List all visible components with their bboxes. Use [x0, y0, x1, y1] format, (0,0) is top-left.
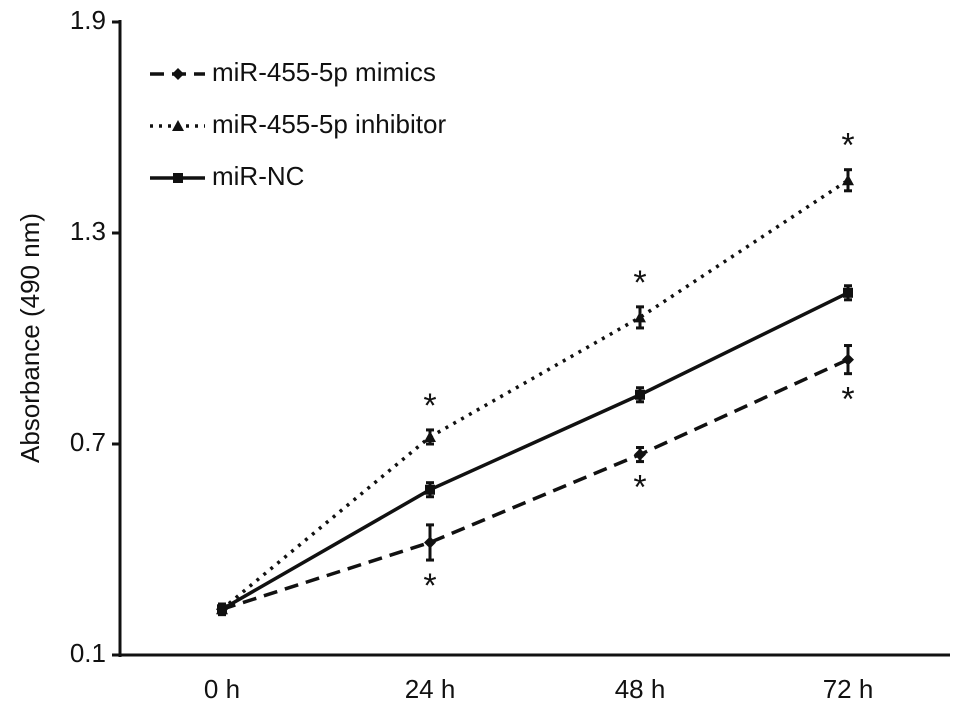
data-point: [842, 174, 854, 186]
x-tick-label: 72 h: [823, 674, 874, 704]
data-point: [635, 389, 645, 400]
data-point: [425, 484, 435, 495]
series-line: [221, 358, 849, 611]
series-line: [220, 178, 849, 611]
data-point: [634, 448, 646, 461]
x-tick-label: 24 h: [405, 674, 456, 704]
legend-marker: [172, 68, 184, 80]
data-point: [842, 353, 854, 366]
y-axis-label: Absorbance (490 nm): [15, 213, 45, 463]
legend-marker: [172, 120, 184, 131]
x-tick-label: 0 h: [204, 674, 240, 704]
legend-label: miR-NC: [212, 161, 304, 191]
significance-label: *: [841, 127, 854, 165]
data-point: [843, 287, 853, 298]
y-tick-label: 1.3: [70, 216, 106, 246]
data-point: [634, 311, 646, 323]
series-line: [221, 291, 849, 611]
legend-marker: [173, 173, 183, 183]
data-point: [424, 536, 436, 549]
y-tick-label: 0.1: [70, 638, 106, 668]
data-point: [424, 430, 436, 442]
legend-label: miR-455-5p mimics: [212, 57, 436, 87]
significance-label: *: [633, 264, 646, 302]
data-point: [217, 604, 227, 615]
y-tick-label: 1.9: [70, 5, 106, 35]
x-tick-label: 48 h: [615, 674, 666, 704]
significance-label: *: [423, 387, 436, 425]
y-tick-label: 0.7: [70, 427, 106, 457]
significance-label: *: [423, 567, 436, 605]
significance-label: *: [841, 381, 854, 419]
significance-label: *: [633, 469, 646, 507]
legend-label: miR-455-5p inhibitor: [212, 109, 446, 139]
